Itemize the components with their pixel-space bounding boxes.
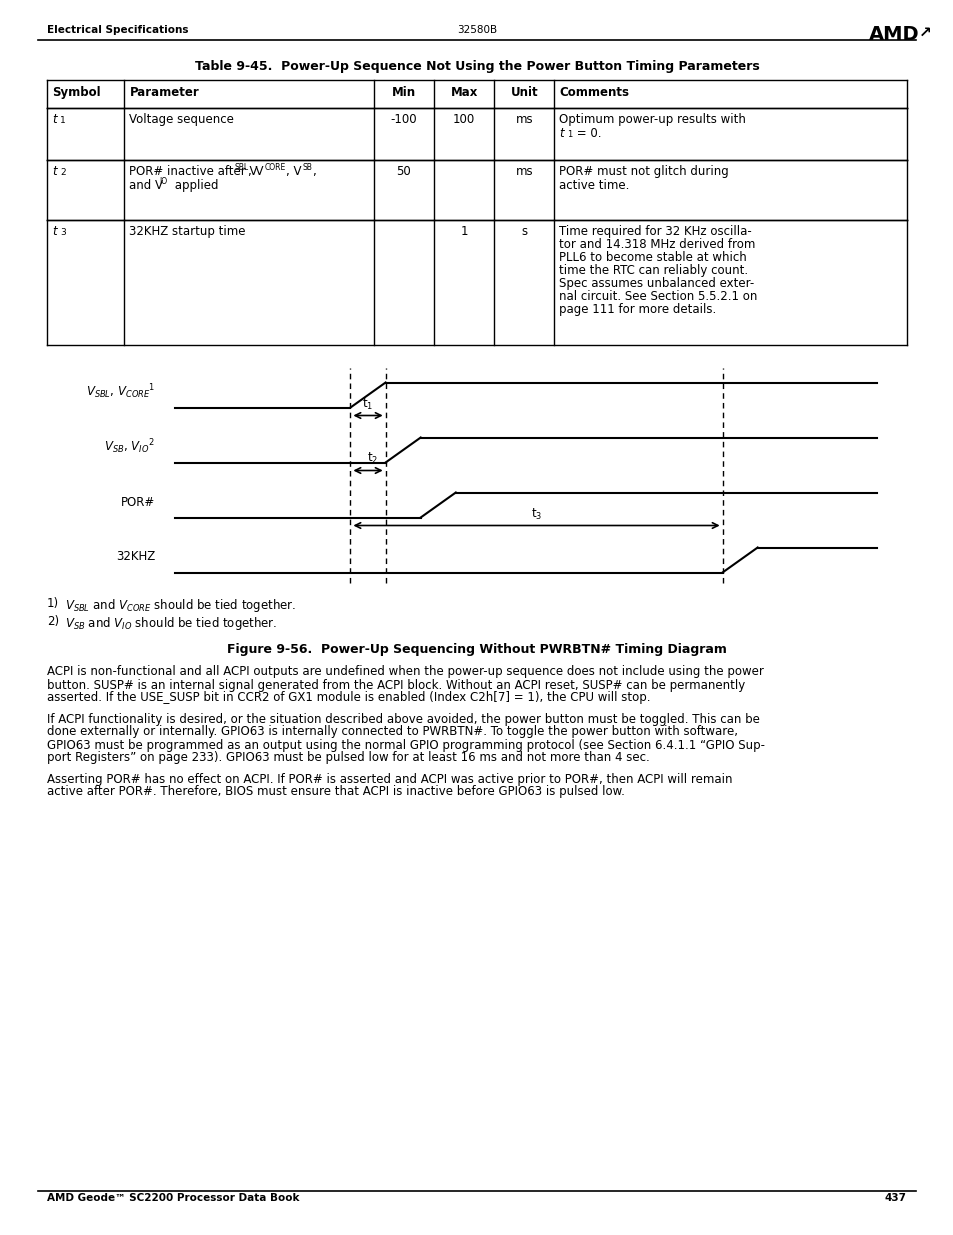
Text: GPIO63 must be programmed as an output using the normal GPIO programming protoco: GPIO63 must be programmed as an output u… xyxy=(47,739,764,752)
Text: asserted. If the USE_SUSP bit in CCR2 of GX1 module is enabled (Index C2h[7] = 1: asserted. If the USE_SUSP bit in CCR2 of… xyxy=(47,692,650,704)
Text: 32KHZ startup time: 32KHZ startup time xyxy=(130,225,246,238)
Text: $V_{SBL}$, $V_{CORE}$$^1$: $V_{SBL}$, $V_{CORE}$$^1$ xyxy=(86,383,154,401)
Text: AMD: AMD xyxy=(868,25,919,44)
Text: 1: 1 xyxy=(567,130,572,140)
Text: applied: applied xyxy=(172,179,218,191)
Text: Time required for 32 KHz oscilla-: Time required for 32 KHz oscilla- xyxy=(558,225,751,238)
Text: 2: 2 xyxy=(60,168,66,177)
Text: page 111 for more details.: page 111 for more details. xyxy=(558,303,716,316)
Text: PLL6 to become stable at which: PLL6 to become stable at which xyxy=(558,251,746,264)
Text: ↗: ↗ xyxy=(919,25,931,40)
Text: ACPI is non-functional and all ACPI outputs are undefined when the power-up sequ: ACPI is non-functional and all ACPI outp… xyxy=(47,666,763,678)
Text: ,: , xyxy=(312,165,315,178)
Text: time the RTC can reliably count.: time the RTC can reliably count. xyxy=(558,264,748,277)
Text: -100: -100 xyxy=(390,112,416,126)
Text: t: t xyxy=(52,165,56,178)
Text: and V: and V xyxy=(130,179,163,191)
Text: ms: ms xyxy=(515,112,533,126)
Text: t: t xyxy=(52,112,56,126)
Text: , V: , V xyxy=(248,165,264,178)
Text: Comments: Comments xyxy=(558,86,629,99)
Text: active time.: active time. xyxy=(558,179,629,191)
Text: Unit: Unit xyxy=(510,86,537,99)
Text: POR# must not glitch during: POR# must not glitch during xyxy=(558,165,728,178)
Text: 2): 2) xyxy=(47,615,59,629)
Text: POR#: POR# xyxy=(121,495,154,509)
Text: $V_{SB}$, $V_{IO}$$^2$: $V_{SB}$, $V_{IO}$$^2$ xyxy=(104,437,154,457)
Text: t: t xyxy=(52,225,56,238)
Text: button. SUSP# is an internal signal generated from the ACPI block. Without an AC: button. SUSP# is an internal signal gene… xyxy=(47,678,744,692)
Text: t$_1$: t$_1$ xyxy=(362,396,374,411)
Text: 32KHZ: 32KHZ xyxy=(115,551,154,563)
Text: Spec assumes unbalanced exter-: Spec assumes unbalanced exter- xyxy=(558,277,754,290)
Text: Electrical Specifications: Electrical Specifications xyxy=(47,25,189,35)
Text: t: t xyxy=(558,127,563,140)
Text: 100: 100 xyxy=(453,112,475,126)
Text: 437: 437 xyxy=(884,1193,906,1203)
Text: If ACPI functionality is desired, or the situation described above avoided, the : If ACPI functionality is desired, or the… xyxy=(47,713,760,725)
Text: Parameter: Parameter xyxy=(130,86,199,99)
Text: Optimum power-up results with: Optimum power-up results with xyxy=(558,112,745,126)
Text: Symbol: Symbol xyxy=(52,86,100,99)
Text: 32580B: 32580B xyxy=(456,25,497,35)
Text: port Registers” on page 233). GPIO63 must be pulsed low for at least 16 ms and n: port Registers” on page 233). GPIO63 mus… xyxy=(47,752,649,764)
Text: tor and 14.318 MHz derived from: tor and 14.318 MHz derived from xyxy=(558,238,755,251)
Text: AMD Geode™ SC2200 Processor Data Book: AMD Geode™ SC2200 Processor Data Book xyxy=(47,1193,299,1203)
Text: 1: 1 xyxy=(60,116,66,125)
Text: Asserting POR# has no effect on ACPI. If POR# is asserted and ACPI was active pr: Asserting POR# has no effect on ACPI. If… xyxy=(47,773,732,785)
Text: $V_{SB}$ and $V_{IO}$ should be tied together.: $V_{SB}$ and $V_{IO}$ should be tied tog… xyxy=(65,615,277,632)
Text: Voltage sequence: Voltage sequence xyxy=(130,112,234,126)
Text: Table 9-45.  Power-Up Sequence Not Using the Power Button Timing Parameters: Table 9-45. Power-Up Sequence Not Using … xyxy=(194,61,759,73)
Text: ms: ms xyxy=(515,165,533,178)
Text: done externally or internally. GPIO63 is internally connected to PWRBTN#. To tog: done externally or internally. GPIO63 is… xyxy=(47,725,738,739)
Text: nal circuit. See Section 5.5.2.1 on: nal circuit. See Section 5.5.2.1 on xyxy=(558,290,757,303)
Text: POR# inactive after V: POR# inactive after V xyxy=(130,165,257,178)
Text: 1: 1 xyxy=(460,225,467,238)
Text: 1): 1) xyxy=(47,598,59,610)
Text: CORE: CORE xyxy=(264,163,285,172)
Text: 3: 3 xyxy=(60,228,66,237)
Text: Figure 9-56.  Power-Up Sequencing Without PWRBTN# Timing Diagram: Figure 9-56. Power-Up Sequencing Without… xyxy=(227,643,726,657)
Text: t$_2$: t$_2$ xyxy=(367,452,378,467)
Text: IO: IO xyxy=(159,177,168,186)
Text: t$_3$: t$_3$ xyxy=(530,506,541,521)
Text: $V_{SBL}$ and $V_{CORE}$ should be tied together.: $V_{SBL}$ and $V_{CORE}$ should be tied … xyxy=(65,598,295,615)
Text: Max: Max xyxy=(450,86,477,99)
Text: , V: , V xyxy=(286,165,301,178)
Text: Min: Min xyxy=(392,86,416,99)
Text: = 0.: = 0. xyxy=(573,127,601,140)
Text: SBL: SBL xyxy=(234,163,249,172)
Text: SB: SB xyxy=(302,163,312,172)
Text: 50: 50 xyxy=(396,165,411,178)
Text: s: s xyxy=(520,225,527,238)
Text: active after POR#. Therefore, BIOS must ensure that ACPI is inactive before GPIO: active after POR#. Therefore, BIOS must … xyxy=(47,785,624,799)
